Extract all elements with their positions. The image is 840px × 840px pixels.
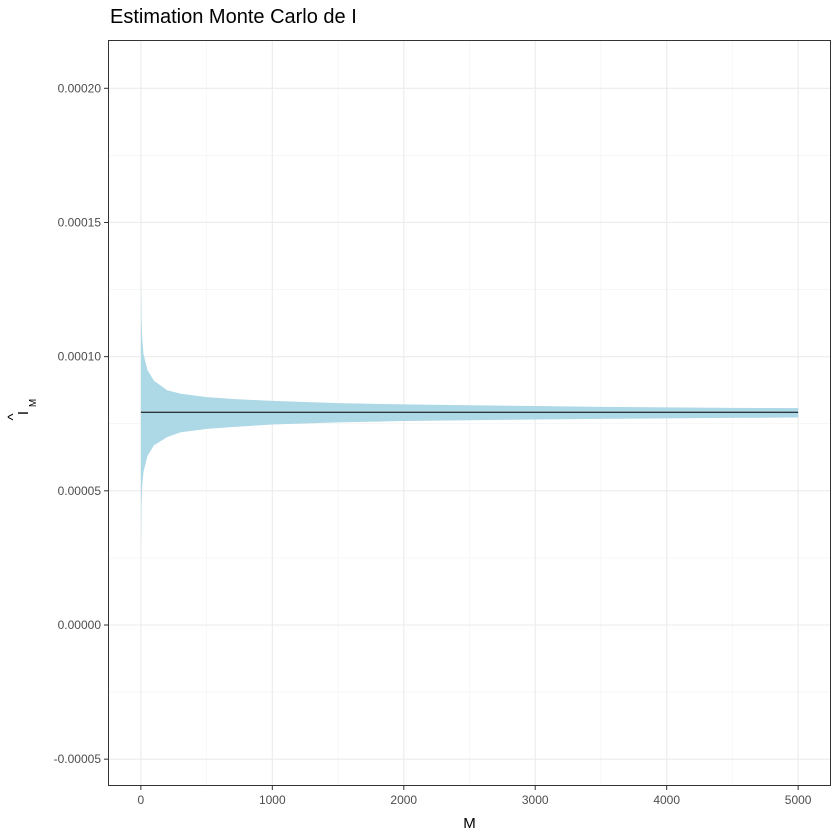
plot-border bbox=[108, 40, 831, 786]
y-axis: -0.00005 0.00000 0.00005 0.00010 0.00015 0.00… bbox=[54, 81, 108, 766]
y-axis-title-base: I bbox=[15, 411, 32, 415]
y-tick-label: 0.00015 bbox=[58, 215, 102, 229]
y-axis-title: ^ I M bbox=[5, 399, 39, 421]
y-tick-label: 0.00000 bbox=[58, 618, 102, 632]
y-tick-label: 0.00020 bbox=[58, 81, 102, 95]
x-tick-label: 5000 bbox=[785, 793, 812, 807]
x-axis: 0 1000 2000 3000 4000 5000 bbox=[138, 786, 812, 807]
confidence-band-area bbox=[141, 273, 799, 553]
x-tick-label: 0 bbox=[138, 793, 145, 807]
x-tick-label: 2000 bbox=[390, 793, 417, 807]
y-tick-label: 0.00010 bbox=[58, 350, 102, 364]
x-tick-label: 1000 bbox=[259, 793, 286, 807]
x-tick-label: 3000 bbox=[522, 793, 549, 807]
x-axis-title: M bbox=[463, 815, 476, 832]
data-marks bbox=[140, 273, 799, 553]
x-tick-label: 4000 bbox=[653, 793, 680, 807]
y-tick-label: -0.00005 bbox=[54, 752, 102, 766]
chart-title: Estimation Monte Carlo de I bbox=[110, 6, 357, 28]
y-axis-title-hat: ^ bbox=[5, 413, 22, 420]
y-axis-title-subscript: M bbox=[28, 399, 39, 407]
y-tick-label: 0.00005 bbox=[58, 484, 102, 498]
